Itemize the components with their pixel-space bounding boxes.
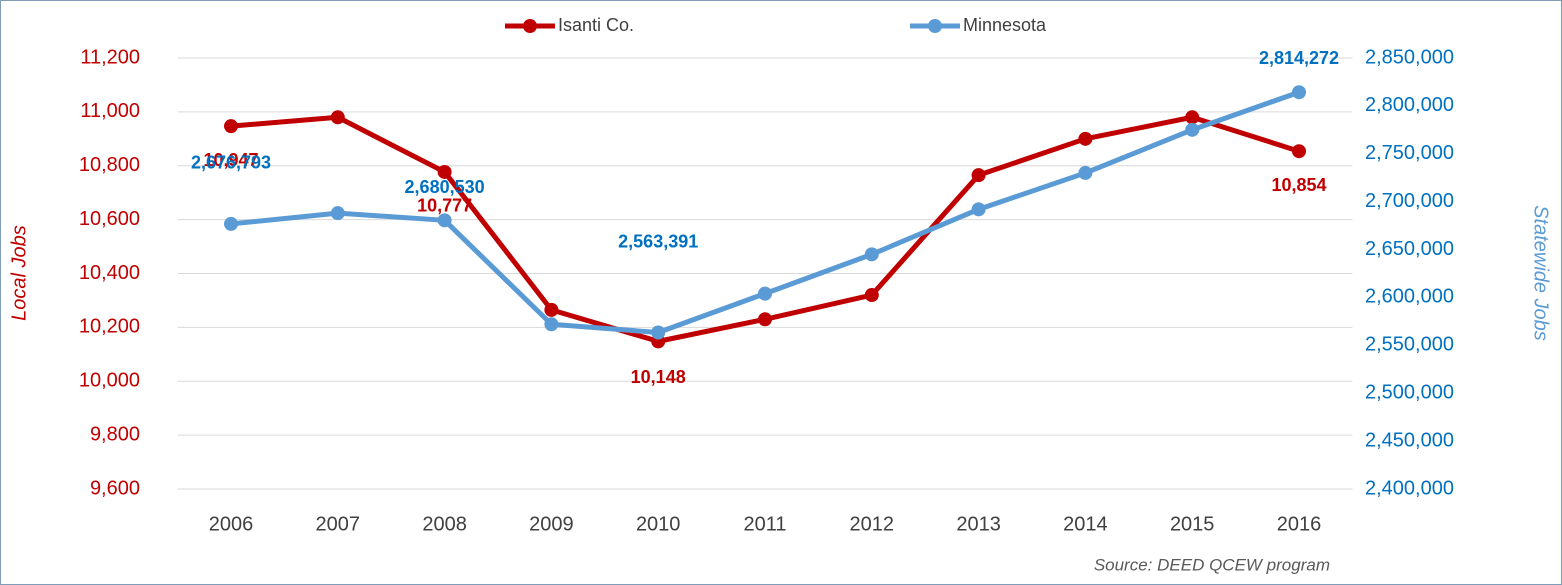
- legend-label: Isanti Co.: [558, 15, 634, 35]
- y2-tick-label: 2,850,000: [1365, 46, 1454, 68]
- y-tick-label: 11,000: [80, 100, 140, 122]
- y-tick-label: 9,800: [90, 423, 140, 445]
- data-point: [1185, 110, 1200, 125]
- data-label: 2,680,530: [405, 177, 485, 197]
- x-tick-label: 2011: [743, 513, 786, 535]
- data-point: [864, 247, 879, 262]
- data-label: 10,947: [203, 150, 258, 170]
- data-label: 10,148: [631, 367, 686, 387]
- legend-label: Minnesota: [963, 15, 1047, 35]
- data-point: [437, 213, 452, 228]
- data-point: [971, 202, 986, 217]
- data-point: [1185, 122, 1200, 137]
- data-point: [758, 286, 772, 301]
- data-point: [437, 164, 452, 179]
- y2-tick-label: 2,600,000: [1365, 286, 1454, 308]
- legend-marker: [523, 19, 537, 33]
- x-tick-label: 2009: [529, 513, 574, 535]
- data-point: [1078, 131, 1093, 146]
- data-point: [224, 216, 238, 231]
- y2-tick-label: 2,650,000: [1365, 238, 1454, 260]
- data-point: [1292, 85, 1306, 100]
- y-axis-title: Local Jobs: [8, 225, 30, 321]
- y-tick-label: 11,200: [80, 46, 140, 68]
- data-point: [330, 206, 345, 221]
- data-label: 2,814,272: [1259, 48, 1339, 68]
- data-point: [864, 288, 879, 303]
- data-point: [971, 168, 986, 183]
- data-label: 2,676,793: [191, 153, 271, 173]
- x-tick-label: 2012: [850, 513, 895, 535]
- y-tick-label: 10,000: [79, 370, 140, 392]
- y2-tick-label: 2,800,000: [1365, 94, 1454, 116]
- y-tick-label: 10,800: [79, 154, 140, 176]
- x-tick-label: 2007: [316, 513, 361, 535]
- y-tick-label: 9,600: [90, 477, 140, 499]
- x-tick-label: 2008: [422, 513, 467, 535]
- source-note: Source: DEED QCEW program: [1094, 555, 1330, 574]
- x-tick-label: 2006: [209, 513, 254, 535]
- y2-tick-label: 2,400,000: [1365, 477, 1454, 499]
- data-point: [651, 325, 666, 340]
- x-tick-label: 2016: [1277, 513, 1322, 535]
- data-point: [544, 302, 559, 317]
- y2-tick-label: 2,550,000: [1365, 334, 1454, 356]
- y-tick-label: 10,600: [79, 208, 140, 230]
- x-tick-label: 2013: [956, 513, 1001, 535]
- x-tick-label: 2010: [636, 513, 681, 535]
- data-point: [1292, 144, 1306, 159]
- data-point: [1078, 165, 1093, 180]
- y2-tick-label: 2,450,000: [1365, 429, 1454, 451]
- data-point: [224, 119, 238, 134]
- data-point: [330, 110, 345, 125]
- data-point: [544, 317, 559, 332]
- data-label: 2,563,391: [618, 231, 698, 251]
- y2-axis-title: Statewide Jobs: [1530, 205, 1552, 341]
- y2-tick-label: 2,750,000: [1365, 142, 1454, 164]
- data-label: 10,854: [1271, 175, 1326, 195]
- legend-marker: [928, 19, 942, 33]
- data-label: 10,777: [417, 196, 472, 216]
- data-point: [758, 312, 772, 327]
- y2-tick-label: 2,500,000: [1365, 382, 1454, 404]
- x-tick-label: 2015: [1170, 513, 1215, 535]
- x-tick-label: 2014: [1063, 513, 1108, 535]
- y-tick-label: 10,400: [79, 262, 140, 284]
- y2-tick-label: 2,700,000: [1365, 190, 1454, 212]
- y-tick-label: 10,200: [79, 316, 140, 338]
